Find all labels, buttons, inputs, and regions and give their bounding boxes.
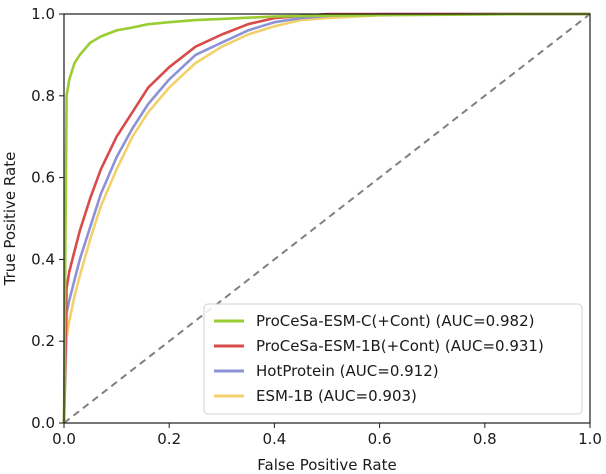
x-tick-label: 0.6	[368, 430, 392, 448]
y-tick-label: 0.4	[31, 250, 55, 268]
legend-box	[203, 303, 583, 415]
y-tick-label: 1.0	[31, 5, 55, 23]
axis-ticks: 0.0 0.2 0.4 0.6 0.8 1.0 0.0 0.2 0.4 0.6 0.8 1.0	[31, 5, 602, 448]
y-tick-label: 0.8	[31, 87, 55, 105]
chance-diagonal-line	[63, 13, 591, 424]
x-axis-label: False Positive Rate	[257, 456, 396, 474]
y-tick-label: 0.0	[31, 414, 55, 432]
y-tick-label: 0.2	[31, 332, 55, 350]
legend-entry-procesa-esm-1b-cont-auc-0-931: ProCeSa-ESM-1B(+Cont) (AUC=0.931)	[256, 337, 544, 355]
x-tick-label: 0.4	[262, 430, 286, 448]
x-tick-label: 0.0	[52, 430, 76, 448]
legend-entry-procesa-esm-c-cont-auc-0-982: ProCeSa-ESM-C(+Cont) (AUC=0.982)	[256, 312, 534, 330]
legend-entry-hotprotein-auc-0-912: HotProtein (AUC=0.912)	[256, 362, 439, 380]
y-tick-label: 0.6	[31, 169, 55, 187]
legend-entry-esm-1b-auc-0-903: ESM-1B (AUC=0.903)	[256, 387, 417, 405]
y-axis-label: True Positive Rate	[1, 152, 19, 287]
plot-frame	[63, 13, 591, 424]
x-tick-label: 0.8	[473, 430, 497, 448]
legend: ProCeSa-ESM-C(+Cont) (AUC=0.982) ProCeSa-…	[203, 303, 583, 415]
x-tick-label: 1.0	[578, 430, 602, 448]
x-tick-label: 0.2	[157, 430, 181, 448]
series-line-procesa-esm-c-cont-auc-0-982	[62, 12, 590, 424]
